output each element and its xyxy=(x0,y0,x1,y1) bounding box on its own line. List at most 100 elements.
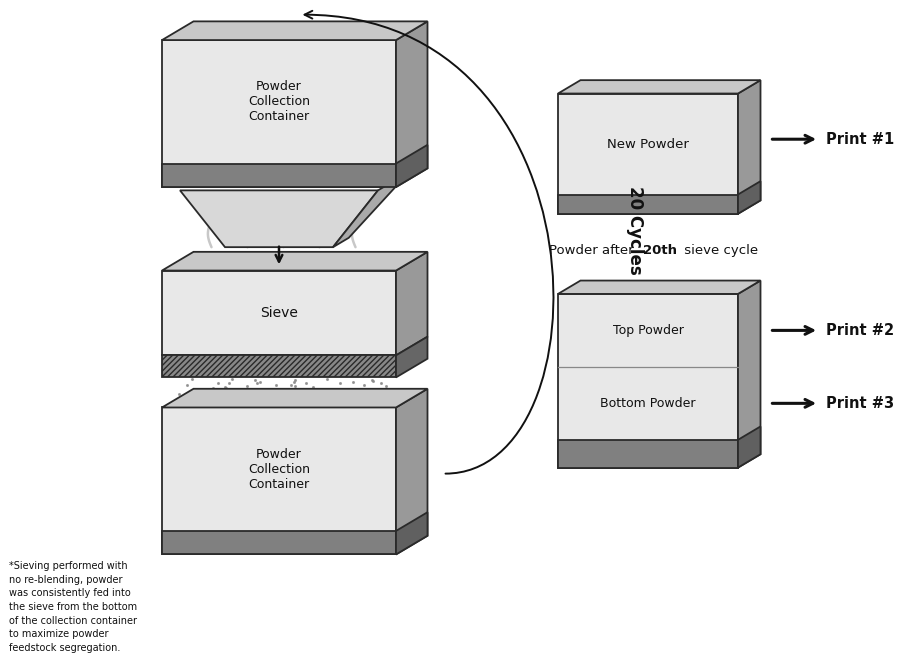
Point xyxy=(361,389,375,399)
Point xyxy=(273,407,287,418)
Polygon shape xyxy=(162,531,396,554)
Point xyxy=(250,377,265,388)
Polygon shape xyxy=(162,252,428,271)
Polygon shape xyxy=(558,80,760,94)
Polygon shape xyxy=(558,294,738,468)
Polygon shape xyxy=(558,440,738,468)
Point xyxy=(327,402,341,413)
Point xyxy=(310,391,325,401)
Polygon shape xyxy=(162,271,396,355)
Point xyxy=(305,393,320,404)
Polygon shape xyxy=(180,190,378,247)
Point xyxy=(221,378,236,389)
Point xyxy=(290,391,304,402)
Point xyxy=(257,391,272,401)
Polygon shape xyxy=(396,512,428,554)
Point xyxy=(316,401,330,411)
Point xyxy=(184,373,199,384)
Polygon shape xyxy=(558,281,760,294)
Point xyxy=(236,393,250,403)
Polygon shape xyxy=(396,337,428,377)
Point xyxy=(219,399,233,410)
Point xyxy=(262,400,276,411)
Point xyxy=(218,381,232,392)
Point xyxy=(373,385,387,395)
Point xyxy=(265,393,279,403)
Point xyxy=(194,391,209,402)
Polygon shape xyxy=(558,194,738,214)
Point xyxy=(309,408,323,419)
Text: 20th: 20th xyxy=(644,244,678,257)
Point xyxy=(378,380,392,391)
Polygon shape xyxy=(162,389,428,407)
Polygon shape xyxy=(738,426,760,468)
Point xyxy=(305,381,320,392)
Point xyxy=(299,377,313,388)
Polygon shape xyxy=(162,355,396,377)
Point xyxy=(172,389,186,399)
Text: Powder
Collection
Container: Powder Collection Container xyxy=(248,448,310,491)
Point xyxy=(295,383,310,394)
Text: Top Powder: Top Powder xyxy=(613,324,683,337)
Point xyxy=(357,380,372,391)
Point xyxy=(188,399,202,409)
Point xyxy=(330,393,345,403)
Point xyxy=(356,405,371,416)
Point xyxy=(288,375,302,385)
Point xyxy=(346,377,360,387)
Polygon shape xyxy=(333,172,410,247)
Point xyxy=(229,398,243,409)
Point xyxy=(333,377,347,388)
Point xyxy=(252,385,266,395)
Text: *Sieving performed with
no re-blending, powder
was consistently fed into
the sie: *Sieving performed with no re-blending, … xyxy=(9,561,137,653)
Point xyxy=(249,400,264,411)
Point xyxy=(330,390,345,401)
Point xyxy=(226,391,240,401)
Text: Print #2: Print #2 xyxy=(826,323,895,338)
Polygon shape xyxy=(396,389,428,554)
FancyArrowPatch shape xyxy=(304,11,554,474)
Point xyxy=(312,392,327,403)
Text: Sieve: Sieve xyxy=(260,306,298,320)
Point xyxy=(238,389,252,399)
Polygon shape xyxy=(738,281,760,468)
Point xyxy=(316,386,330,397)
Point xyxy=(321,407,336,418)
Point xyxy=(268,380,283,391)
Polygon shape xyxy=(162,407,396,554)
Polygon shape xyxy=(738,181,760,214)
Point xyxy=(286,377,301,387)
Point xyxy=(282,395,296,406)
Point xyxy=(374,377,388,388)
Point xyxy=(274,399,289,410)
Point xyxy=(319,405,333,416)
Polygon shape xyxy=(162,164,396,187)
Point xyxy=(215,388,230,399)
Point xyxy=(320,373,334,384)
Polygon shape xyxy=(738,80,760,214)
Point xyxy=(348,399,363,410)
Point xyxy=(224,373,238,384)
Point xyxy=(366,376,381,387)
Point xyxy=(246,389,260,399)
Text: 20 Cycles: 20 Cycles xyxy=(626,186,644,275)
Polygon shape xyxy=(162,40,396,187)
Point xyxy=(297,399,311,410)
Text: sieve cycle: sieve cycle xyxy=(680,244,758,257)
Point xyxy=(297,397,311,407)
Text: Print #1: Print #1 xyxy=(826,132,895,147)
Point xyxy=(211,378,225,389)
Point xyxy=(293,397,308,407)
Polygon shape xyxy=(396,21,428,187)
Point xyxy=(230,399,245,410)
Point xyxy=(173,395,187,406)
Polygon shape xyxy=(396,145,428,187)
Point xyxy=(224,397,238,408)
Polygon shape xyxy=(558,94,738,214)
Point xyxy=(217,403,231,413)
Point xyxy=(239,381,254,391)
Point xyxy=(219,382,233,393)
Text: Powder after: Powder after xyxy=(549,244,638,257)
Point xyxy=(331,404,346,415)
Point xyxy=(222,395,237,406)
